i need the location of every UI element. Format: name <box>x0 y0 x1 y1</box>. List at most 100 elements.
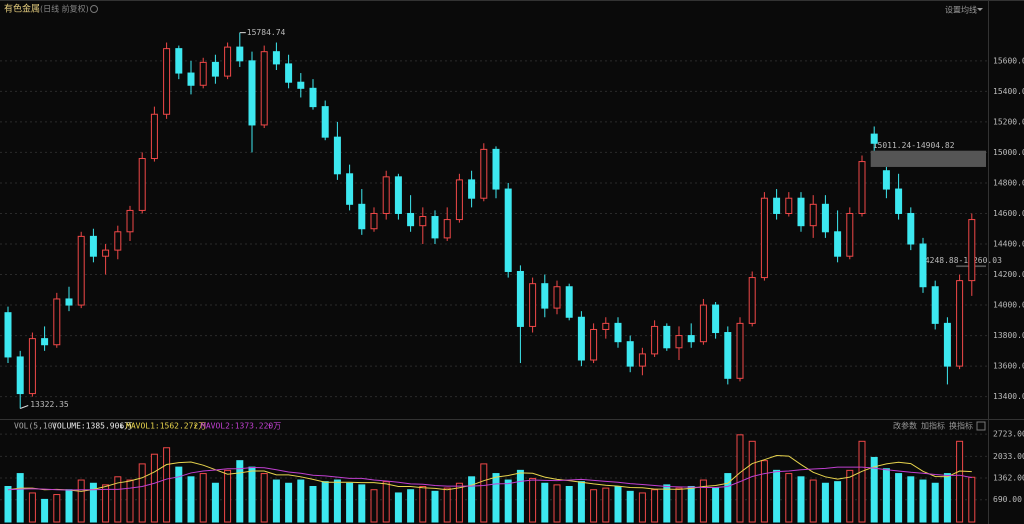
volume-bar <box>370 489 378 523</box>
volume-bar <box>53 494 61 523</box>
candle-body <box>931 286 939 324</box>
candle-body <box>858 161 866 214</box>
candle-body <box>16 356 24 395</box>
ma-legend: MAVOL2:1373.220万 <box>201 422 281 431</box>
volume-bar <box>28 492 36 523</box>
candle-body <box>455 179 463 221</box>
candle-body <box>126 209 134 233</box>
y-tick-label: 13600.00 <box>993 362 1024 371</box>
volume-bar <box>126 479 134 523</box>
indicator-button[interactable]: 换指标 <box>949 421 973 431</box>
settings-button[interactable]: 设置均线 <box>945 5 977 15</box>
volume-bar <box>309 485 317 523</box>
candle-body <box>346 173 354 205</box>
volume-bar <box>236 460 244 523</box>
volume-bar <box>358 484 366 523</box>
volume-bar <box>468 476 476 523</box>
candle-body <box>138 158 146 211</box>
candle-body <box>431 216 439 239</box>
volume-bar <box>687 485 695 523</box>
candle-body <box>821 203 829 233</box>
close-button[interactable] <box>976 421 986 431</box>
volume-bar <box>858 440 866 523</box>
candle-body <box>699 304 707 343</box>
y-tick-label: 15200.00 <box>993 117 1024 126</box>
candle-body <box>150 113 158 160</box>
gap-band <box>870 150 986 167</box>
y-tick-label: 1362.00 <box>993 474 1024 483</box>
volume-bar <box>943 473 951 523</box>
volume-bar <box>114 476 122 523</box>
max-label: 15784.74 <box>247 28 286 37</box>
candle-body <box>809 203 817 227</box>
volume-bar <box>455 482 463 523</box>
volume-bar <box>529 477 537 523</box>
y-tick-label: 2033.00 <box>993 452 1024 461</box>
volume-bar <box>736 434 744 523</box>
y-tick-label: 13800.00 <box>993 331 1024 340</box>
candle-body <box>28 338 36 395</box>
volume-bar <box>419 485 427 523</box>
candle-body <box>333 136 341 175</box>
candle-body <box>724 332 732 379</box>
y-tick-label: 2723.00 <box>993 430 1024 439</box>
settings-icon[interactable] <box>90 5 98 13</box>
dropdown-arrow[interactable] <box>977 8 983 11</box>
volume-bar <box>175 466 183 523</box>
ma-line <box>7 466 972 491</box>
candle-body <box>77 235 85 306</box>
candle-body <box>614 322 622 343</box>
candle-body <box>663 325 671 349</box>
candle-body <box>577 316 585 361</box>
candle-body <box>114 231 122 251</box>
volume-bar <box>41 498 49 523</box>
candle-body <box>285 63 293 83</box>
volume-bar <box>187 476 195 523</box>
candle-body <box>175 48 183 74</box>
candle-body <box>907 212 915 245</box>
volume-bar <box>211 482 219 523</box>
candle-body <box>297 81 305 89</box>
candle-body <box>53 298 61 346</box>
candle-body <box>65 298 73 306</box>
candle-body <box>687 335 695 343</box>
candle-body <box>590 328 598 361</box>
volume-bar <box>602 487 610 523</box>
volume-bar <box>577 481 585 523</box>
volume-bar <box>443 487 451 523</box>
candle-body <box>651 325 659 355</box>
y-tick-label: 15000.00 <box>993 148 1024 157</box>
candle-body <box>419 216 427 227</box>
volume-bar <box>834 481 842 523</box>
candle-body <box>187 72 195 86</box>
volume-bar <box>260 473 268 523</box>
candle-body <box>895 188 903 214</box>
volume-bar <box>77 479 85 523</box>
candle-body <box>224 46 232 77</box>
candle-body <box>272 51 280 65</box>
indicator-button[interactable]: 改参数 <box>893 421 917 431</box>
indicator-button[interactable]: 加指标 <box>921 421 945 431</box>
min-label: 13322.35 <box>30 400 69 409</box>
volume-bar <box>89 482 97 523</box>
candle-body <box>834 231 842 257</box>
volume-bar <box>968 476 976 523</box>
candle-body <box>211 61 219 77</box>
candle-body <box>199 61 207 86</box>
volume-bar <box>651 489 659 523</box>
candle-body <box>236 46 244 62</box>
volume-bar <box>150 453 158 523</box>
volume-bar <box>382 481 390 523</box>
candle-body <box>309 87 317 108</box>
volume-bar <box>590 489 598 523</box>
volume-bar <box>285 482 293 523</box>
ma-legend: MAVOL1:1562.272万 <box>126 422 206 431</box>
candle-body <box>541 283 549 309</box>
volume-bar <box>919 479 927 523</box>
candle-body <box>4 312 12 358</box>
volume-bar <box>394 492 402 523</box>
trend-arrow: ↓ <box>119 422 124 431</box>
volume-bar <box>895 473 903 523</box>
candle-body <box>492 148 500 190</box>
